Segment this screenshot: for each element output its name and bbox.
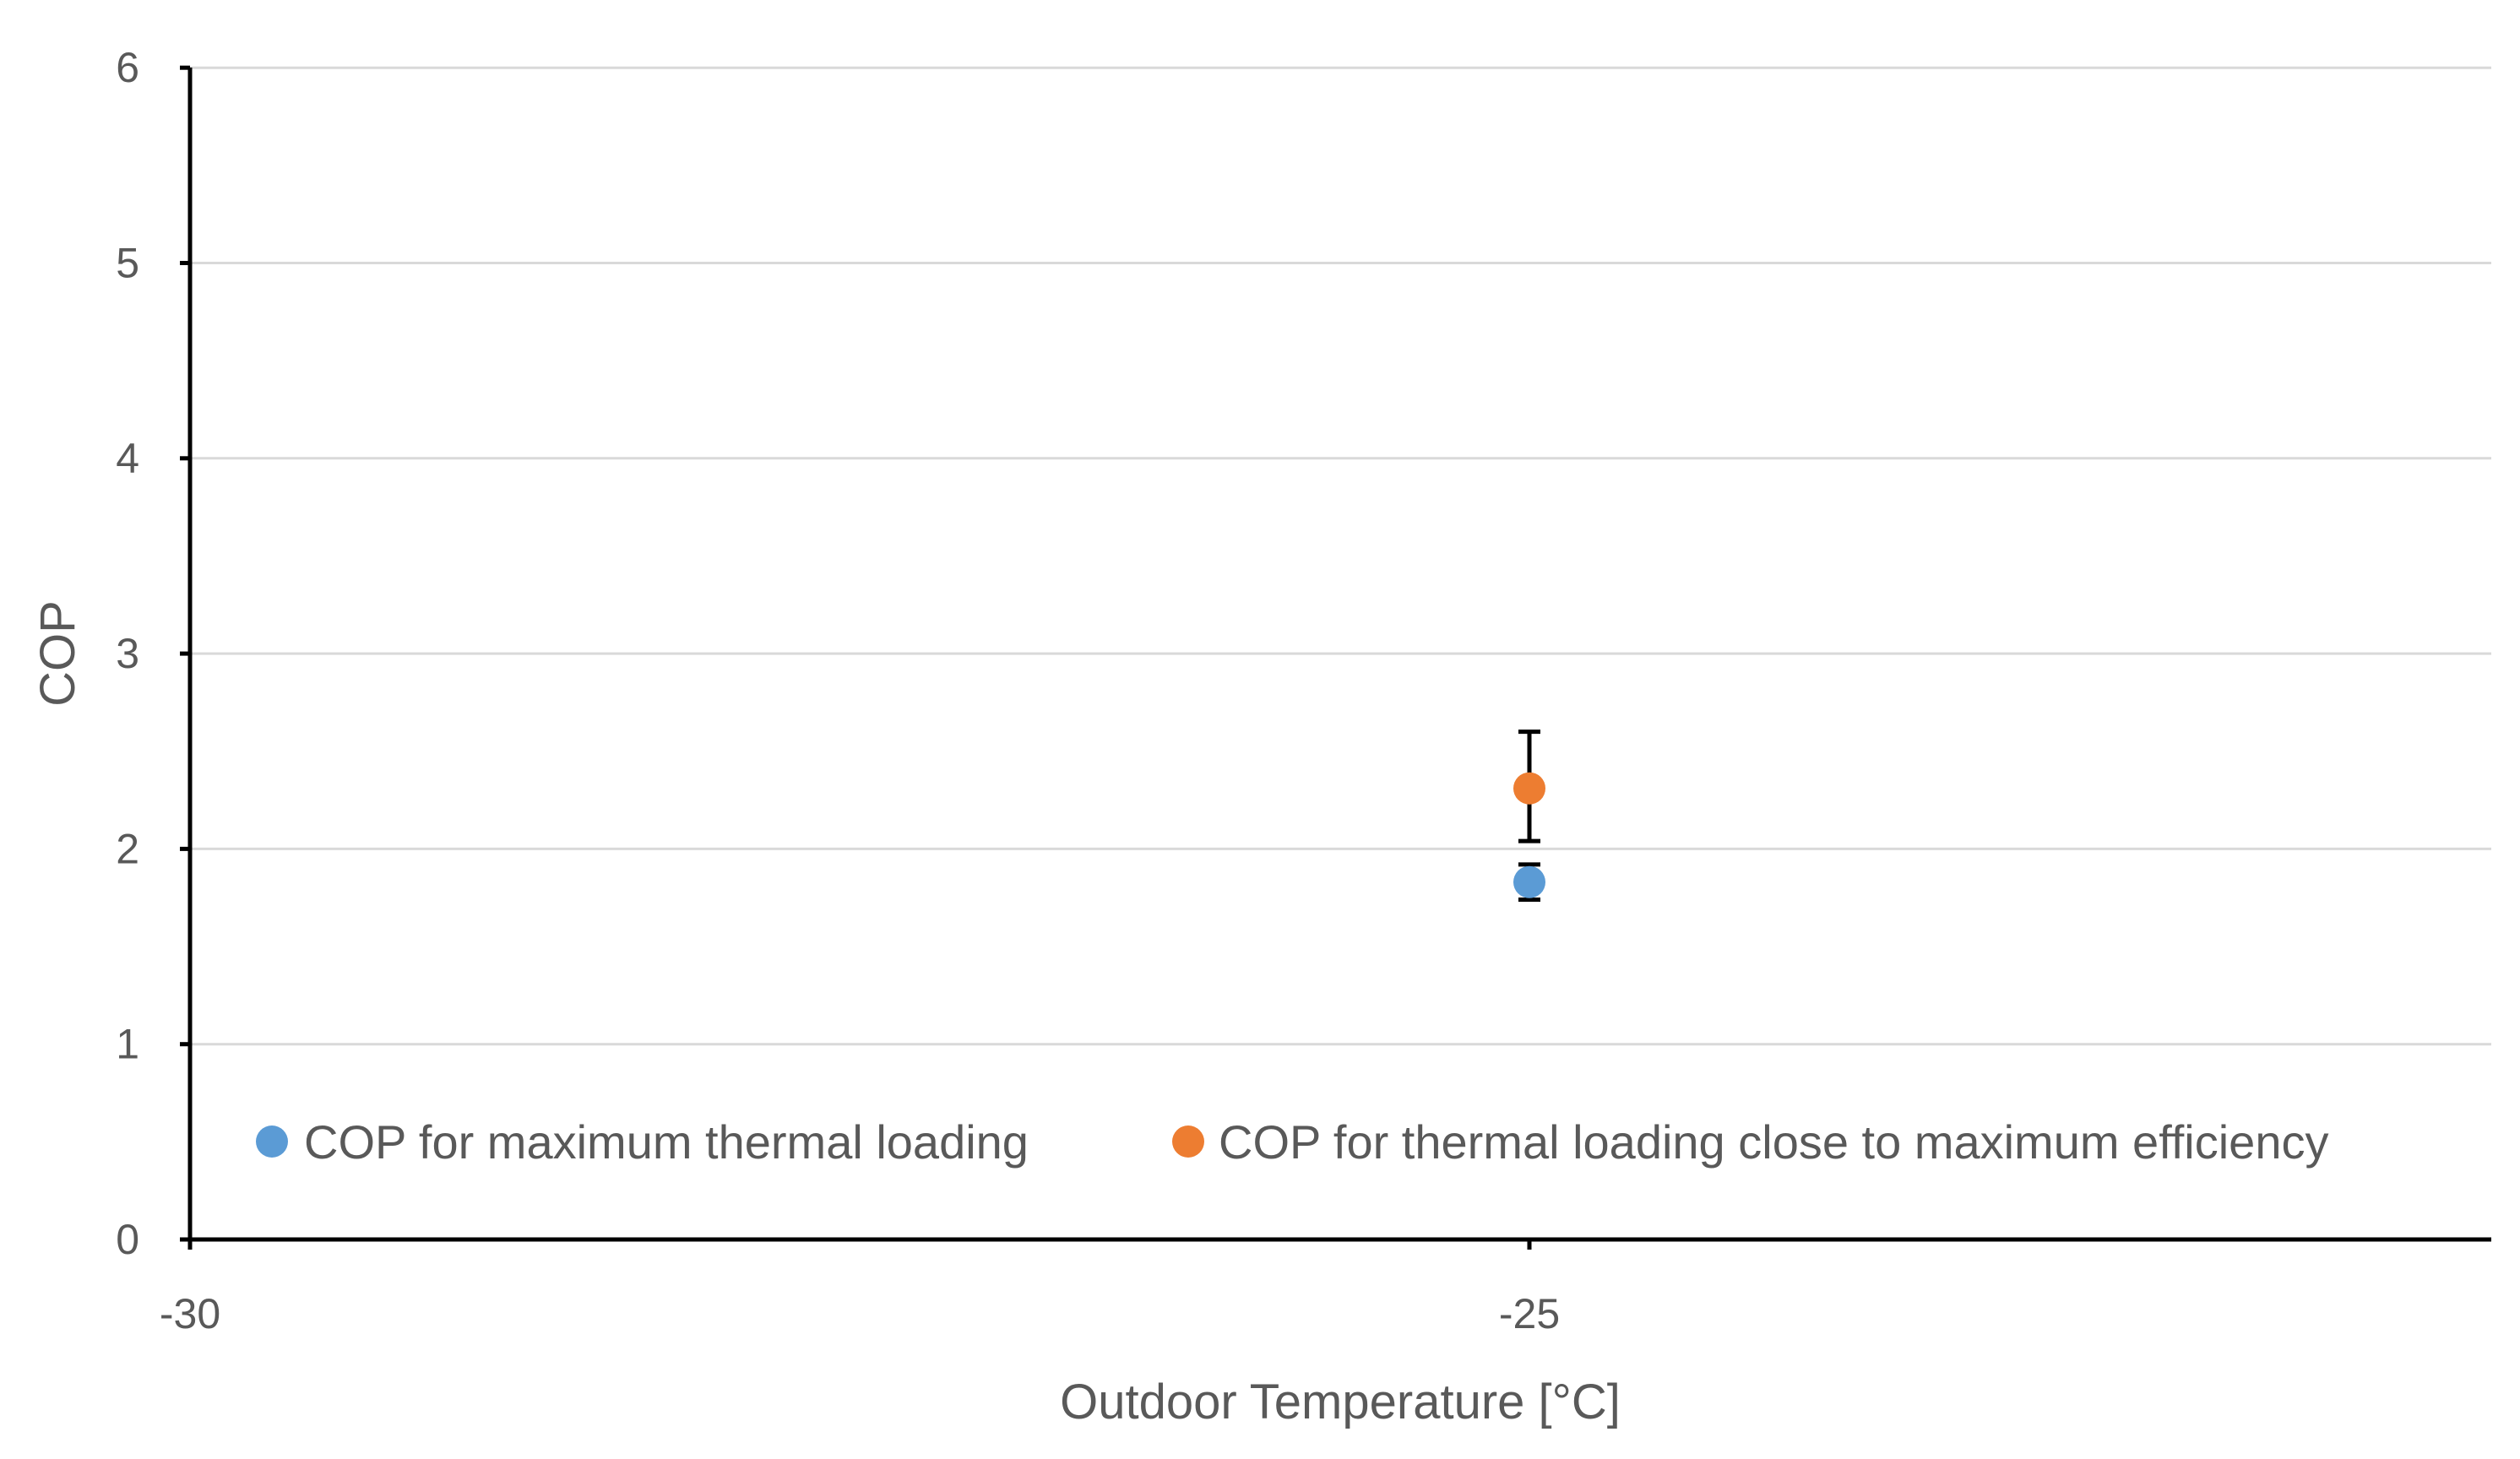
x-tick-label: -25 [1499,1290,1560,1337]
tick-marks [180,65,1532,1250]
y-tick-label: 3 [116,630,139,677]
x-tick-labels: -30-25-20-15-10-50510 [160,1290,1560,1337]
legend-marker-close-to-max-efficiency [1172,1125,1204,1158]
x-axis-title: Outdoor Temperature [°C] [1060,1375,1621,1429]
y-tick-label: 6 [116,44,139,91]
y-tick-label: 4 [116,435,139,482]
y-tick-label: 1 [116,1021,139,1068]
data-point-series-1 [1513,772,1545,805]
legend-label-close-to-max-efficiency: COP for thermal loading close to maximum… [1219,1115,2328,1169]
y-tick-label: 5 [116,240,139,287]
y-axis-title: COP [30,600,85,707]
legend-marker-max-thermal-loading [256,1125,288,1158]
y-tick-labels: 0 1 2 3 4 5 6 [116,44,139,1263]
data-points [1513,772,1545,898]
legend-label-max-thermal-loading: COP for maximum thermal loading [304,1115,1029,1169]
gridlines [190,66,2491,1046]
legend: COP for maximum thermal loading COP for … [256,1115,2328,1169]
x-tick-label: -30 [160,1290,220,1337]
error-bars [1518,730,1540,903]
y-tick-label: 0 [116,1216,139,1263]
y-tick-label: 2 [116,825,139,872]
data-point-series-0 [1513,865,1545,898]
